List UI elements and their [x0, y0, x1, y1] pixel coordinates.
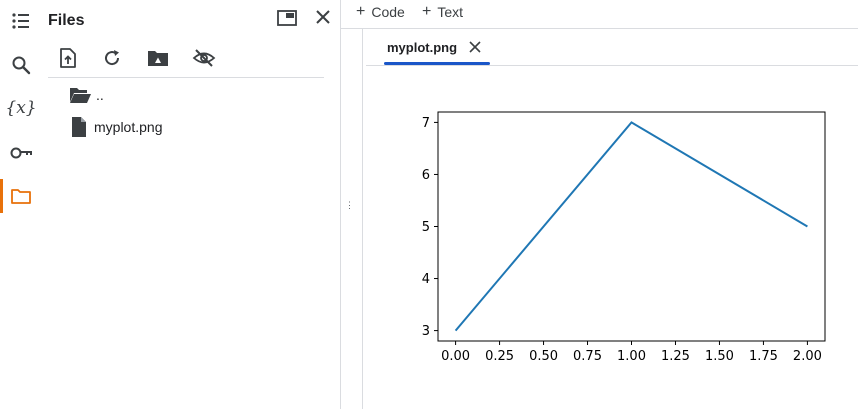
variables-icon[interactable]: {x} [5, 95, 37, 121]
folder-open-icon [70, 88, 91, 103]
add-code-button[interactable]: + Code [356, 2, 405, 22]
x-tick-label: 0.25 [485, 349, 514, 364]
variables-icon-label: {x} [5, 98, 37, 118]
x-tick-label: 1.50 [705, 349, 734, 364]
file-item-label: .. [96, 87, 104, 103]
refresh-icon[interactable] [98, 44, 126, 72]
open-in-tab-icon[interactable] [274, 5, 300, 31]
y-tick-label: 4 [422, 272, 430, 287]
hide-files-icon[interactable] [190, 44, 218, 72]
file-item-parent[interactable]: .. [68, 83, 104, 107]
mount-drive-icon[interactable] [144, 44, 172, 72]
y-tick-label: 3 [422, 324, 430, 339]
files-divider [48, 77, 324, 78]
add-text-label: Text [437, 4, 464, 20]
table-of-contents-icon[interactable] [8, 8, 34, 34]
key-icon[interactable] [8, 140, 34, 166]
tab-myplot[interactable]: myplot.png [384, 36, 490, 66]
series-line [454, 121, 808, 332]
y-axis: 3 4 5 6 7 [422, 116, 438, 339]
folder-glyph [11, 189, 31, 204]
table-of-contents-glyph [12, 13, 29, 29]
panel-border [340, 0, 341, 409]
x-tick-label: 1.00 [617, 349, 646, 364]
tab-divider [366, 65, 858, 66]
plot-axes-frame [437, 111, 826, 342]
y-tick-label: 7 [422, 116, 430, 131]
tab-active-underline [384, 62, 490, 65]
x-tick-label: 0.50 [529, 349, 558, 364]
rail-active-indicator [0, 179, 3, 213]
close-icon[interactable] [310, 4, 336, 30]
file-item-label: myplot.png [94, 119, 163, 135]
search-icon[interactable] [8, 52, 34, 78]
x-tick-label: 2.00 [793, 349, 822, 364]
x-tick-label: 1.25 [661, 349, 690, 364]
x-axis: 0.00 0.25 0.50 0.75 1.00 1.25 1.50 1.75 2.00 [441, 341, 822, 364]
plot-image: 0.00 0.25 0.50 0.75 1.00 1.25 1.50 1.75 2.00 3 4 5… [422, 111, 826, 364]
toolbar-divider [341, 28, 858, 29]
key-glyph [10, 147, 32, 159]
tab-label: myplot.png [387, 40, 458, 55]
search-glyph [12, 56, 31, 75]
y-tick-label: 6 [422, 168, 430, 183]
x-tick-label: 0.00 [441, 349, 470, 364]
upload-icon[interactable] [54, 44, 82, 72]
files-panel-title: Files [48, 12, 85, 29]
tab-close-icon[interactable] [468, 40, 482, 54]
panel-resize-handle[interactable]: ⋮ [345, 200, 354, 210]
plus-icon: + [422, 3, 432, 20]
add-text-button[interactable]: + Text [422, 2, 463, 22]
folder-icon[interactable] [8, 183, 34, 209]
x-tick-label: 0.75 [573, 349, 602, 364]
file-icon [72, 117, 86, 137]
file-item-myplot[interactable]: myplot.png [68, 115, 162, 139]
add-code-label: Code [371, 4, 405, 20]
y-tick-label: 5 [422, 220, 430, 235]
editor-border [362, 29, 363, 409]
x-tick-label: 1.75 [749, 349, 778, 364]
plus-icon: + [356, 3, 366, 20]
